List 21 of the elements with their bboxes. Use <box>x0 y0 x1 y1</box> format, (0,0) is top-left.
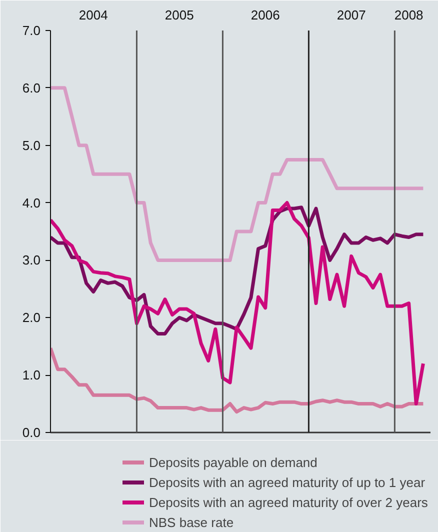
x-tick-label: 2005 <box>164 8 194 22</box>
y-tick-label: 4.0 <box>22 195 41 210</box>
x-tick-label: 2007 <box>336 8 366 22</box>
y-tick-label: 5.0 <box>22 138 41 153</box>
legend-label: Deposits payable on demand <box>149 454 318 470</box>
legend-label: NBS base rate <box>149 514 234 530</box>
x-tick-label: 2004 <box>78 8 108 22</box>
legend-label: Deposits with an agreed maturity of up to 1 year <box>149 474 426 490</box>
legend-label: Deposits with an agreed maturity of over 2 years <box>149 494 428 510</box>
line-series <box>50 201 425 406</box>
x-tick-label: 2006 <box>250 8 280 22</box>
x-tick-label: 2008 <box>394 8 424 22</box>
y-tick-label: 3.0 <box>22 252 41 268</box>
line-series <box>50 206 425 336</box>
line-series <box>50 346 425 414</box>
line-series <box>50 86 425 262</box>
y-tick-label: 7.0 <box>22 23 41 38</box>
y-tick-label: 0.0 <box>22 425 41 440</box>
y-tick-label: 1.0 <box>22 368 41 383</box>
y-tick-label: 2.0 <box>22 310 41 326</box>
y-tick-label: 6.0 <box>22 80 41 96</box>
